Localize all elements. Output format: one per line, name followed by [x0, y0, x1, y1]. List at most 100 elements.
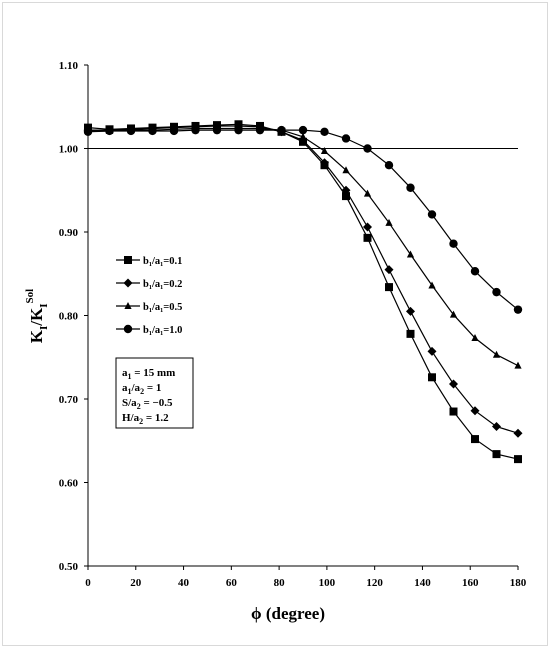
data-point-circle: [298, 125, 308, 135]
x-tick-label: 20: [130, 577, 142, 589]
legend-label: b₁/a₁=0.2: [143, 279, 182, 290]
x-axis-title: ϕ (degree): [251, 604, 325, 623]
parameter-line: a1 = 15 mm: [122, 367, 175, 381]
data-point-circle: [212, 125, 222, 135]
legend: b₁/a₁=0.1 b₁/a₁=0.2 b₁/a₁=0.5 b₁/a₁=1.0: [116, 256, 182, 336]
legend-label: b₁/a₁=0.5: [143, 302, 182, 313]
x-tick-label: 140: [414, 577, 431, 589]
data-point-circle: [105, 126, 114, 136]
legend-item: b₁/a₁=1.0: [116, 324, 182, 336]
parameter-line: a1/a2 = 1: [122, 382, 161, 396]
data-point-circle: [449, 239, 458, 248]
data-point-square: [449, 407, 458, 416]
y-tick-label: 0.50: [59, 561, 79, 573]
data-point-triangle: [342, 166, 350, 174]
data-point-triangle: [471, 334, 479, 342]
legend-marker-circle: [123, 324, 133, 334]
parameter-line: S/a2 = −0.5: [122, 397, 173, 411]
legend-item: b₁/a₁=0.5: [116, 302, 182, 313]
data-point-circle: [427, 210, 437, 219]
y-axis-title-sub2: I: [38, 303, 50, 307]
legend-item: b₁/a₁=0.2: [116, 278, 182, 290]
data-point-triangle: [492, 350, 501, 358]
data-point-circle: [234, 125, 243, 135]
y-axis-title-mid: /K: [27, 307, 46, 327]
x-tick-label: 120: [366, 577, 383, 589]
data-point-square: [492, 450, 501, 459]
data-point-triangle: [428, 281, 436, 289]
y-ticks: 0.50 0.60 0.70 0.80 0.90 1.00 1.10: [59, 60, 88, 573]
data-point-circle: [384, 161, 394, 170]
data-point-triangle: [363, 189, 372, 197]
data-point-square: [471, 435, 479, 444]
data-point-circle: [277, 125, 286, 135]
legend-marker-square: [124, 256, 132, 264]
data-point-square: [514, 455, 522, 464]
data-point-diamond: [363, 222, 372, 232]
legend-label: b₁/a₁=1.0: [143, 325, 182, 336]
y-tick-label: 0.80: [59, 311, 79, 323]
y-tick-label: 1.10: [59, 60, 79, 72]
x-tick-label: 60: [226, 577, 238, 589]
data-point-triangle: [514, 361, 522, 369]
data-point-diamond: [427, 346, 437, 356]
y-tick-label: 0.70: [59, 394, 79, 406]
data-point-circle: [406, 183, 415, 192]
data-point-triangle: [385, 218, 393, 226]
y-tick-label: 0.60: [59, 478, 79, 490]
x-tick-label: 100: [319, 577, 336, 589]
data-point-diamond: [513, 428, 523, 438]
data-point-circle: [341, 134, 351, 143]
data-point-circle: [148, 126, 157, 136]
data-point-triangle: [299, 132, 307, 140]
legend-item: b₁/a₁=0.1: [116, 256, 182, 267]
y-axis-title: KI/KISol: [24, 289, 50, 343]
data-point-square: [406, 329, 415, 338]
data-point-diamond: [384, 265, 394, 275]
legend-marker-triangle: [124, 302, 132, 309]
data-point-square: [385, 283, 393, 292]
data-point-triangle: [406, 250, 415, 258]
data-point-diamond: [406, 306, 415, 316]
y-tick-label: 1.00: [59, 144, 79, 156]
data-point-diamond: [492, 422, 501, 432]
parameter-line: H/a2 = 1.2: [122, 412, 169, 426]
data-point-diamond: [470, 406, 480, 416]
x-tick-label: 0: [85, 577, 91, 589]
legend-marker-diamond: [123, 278, 133, 288]
data-point-circle: [492, 287, 501, 297]
data-point-square: [363, 233, 372, 242]
y-axis-title-main: K: [27, 329, 46, 343]
y-axis-title-sub1: I: [38, 326, 50, 330]
data-point-diamond: [341, 185, 351, 195]
data-point-triangle: [320, 147, 329, 155]
data-point-triangle: [449, 310, 458, 318]
data-point-circle: [255, 125, 265, 135]
x-tick-label: 160: [462, 577, 479, 589]
x-tick-label: 80: [274, 577, 286, 589]
data-point-circle: [83, 127, 93, 136]
data-point-circle: [126, 126, 136, 136]
data-point-circle: [363, 144, 372, 153]
data-point-circle: [320, 127, 329, 136]
data-point-circle: [169, 126, 179, 136]
x-tick-label: 180: [510, 577, 527, 589]
series-layer: [83, 120, 523, 464]
y-axis-title-sup: Sol: [24, 289, 36, 304]
data-point-square: [342, 192, 350, 201]
y-tick-label: 0.90: [59, 227, 79, 239]
x-tick-label: 40: [178, 577, 190, 589]
legend-label: b₁/a₁=0.1: [143, 256, 182, 267]
series-circle: [83, 125, 523, 314]
data-point-circle: [470, 267, 480, 276]
data-point-circle: [191, 125, 200, 135]
data-point-diamond: [320, 158, 329, 168]
data-point-diamond: [449, 379, 458, 389]
x-ticks: 0 20 40 60 80 100 120 140 160 180: [85, 566, 527, 589]
parameter-box: [115, 357, 194, 429]
data-point-square: [428, 373, 436, 382]
data-point-circle: [513, 305, 523, 314]
